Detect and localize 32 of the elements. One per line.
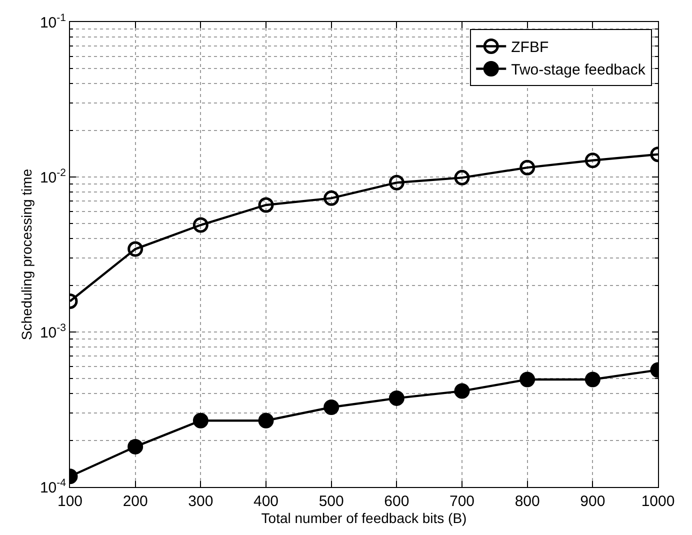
x-tick-label: 900 [580, 493, 606, 510]
point [584, 372, 600, 388]
y-tick-label: 10$^{-3}$ [40, 322, 66, 342]
x-tick-label: 700 [449, 493, 475, 510]
point [258, 197, 274, 213]
x-tick-label: 800 [514, 493, 540, 510]
point [454, 383, 470, 399]
y-tick-label: 10$^{-2}$ [40, 166, 66, 186]
x-tick-label: 200 [122, 493, 148, 510]
x-tick-label: 300 [188, 493, 214, 510]
point [388, 174, 404, 190]
legend-label: ZFBF [511, 39, 549, 56]
point [454, 170, 470, 186]
point [584, 152, 600, 168]
y-axis-title: Scheduling processing time [18, 168, 35, 340]
point [520, 160, 536, 176]
point [324, 400, 340, 415]
point [324, 190, 340, 206]
point [258, 412, 274, 428]
x-tick-label: 500 [318, 493, 344, 510]
point [128, 438, 144, 454]
point [192, 217, 208, 233]
x-tick-label: 1000 [641, 493, 675, 510]
x-axis-title: Total number of feedback bits (B) [261, 510, 467, 526]
point [388, 390, 404, 406]
y-tick-label: 10$^{-1}$ [40, 12, 66, 32]
legend-label: Two-stage feedback [511, 62, 646, 79]
point [128, 241, 144, 257]
point [192, 412, 208, 428]
point [520, 372, 536, 388]
x-tick-label: 600 [384, 493, 410, 510]
x-tick-label: 400 [253, 493, 279, 510]
